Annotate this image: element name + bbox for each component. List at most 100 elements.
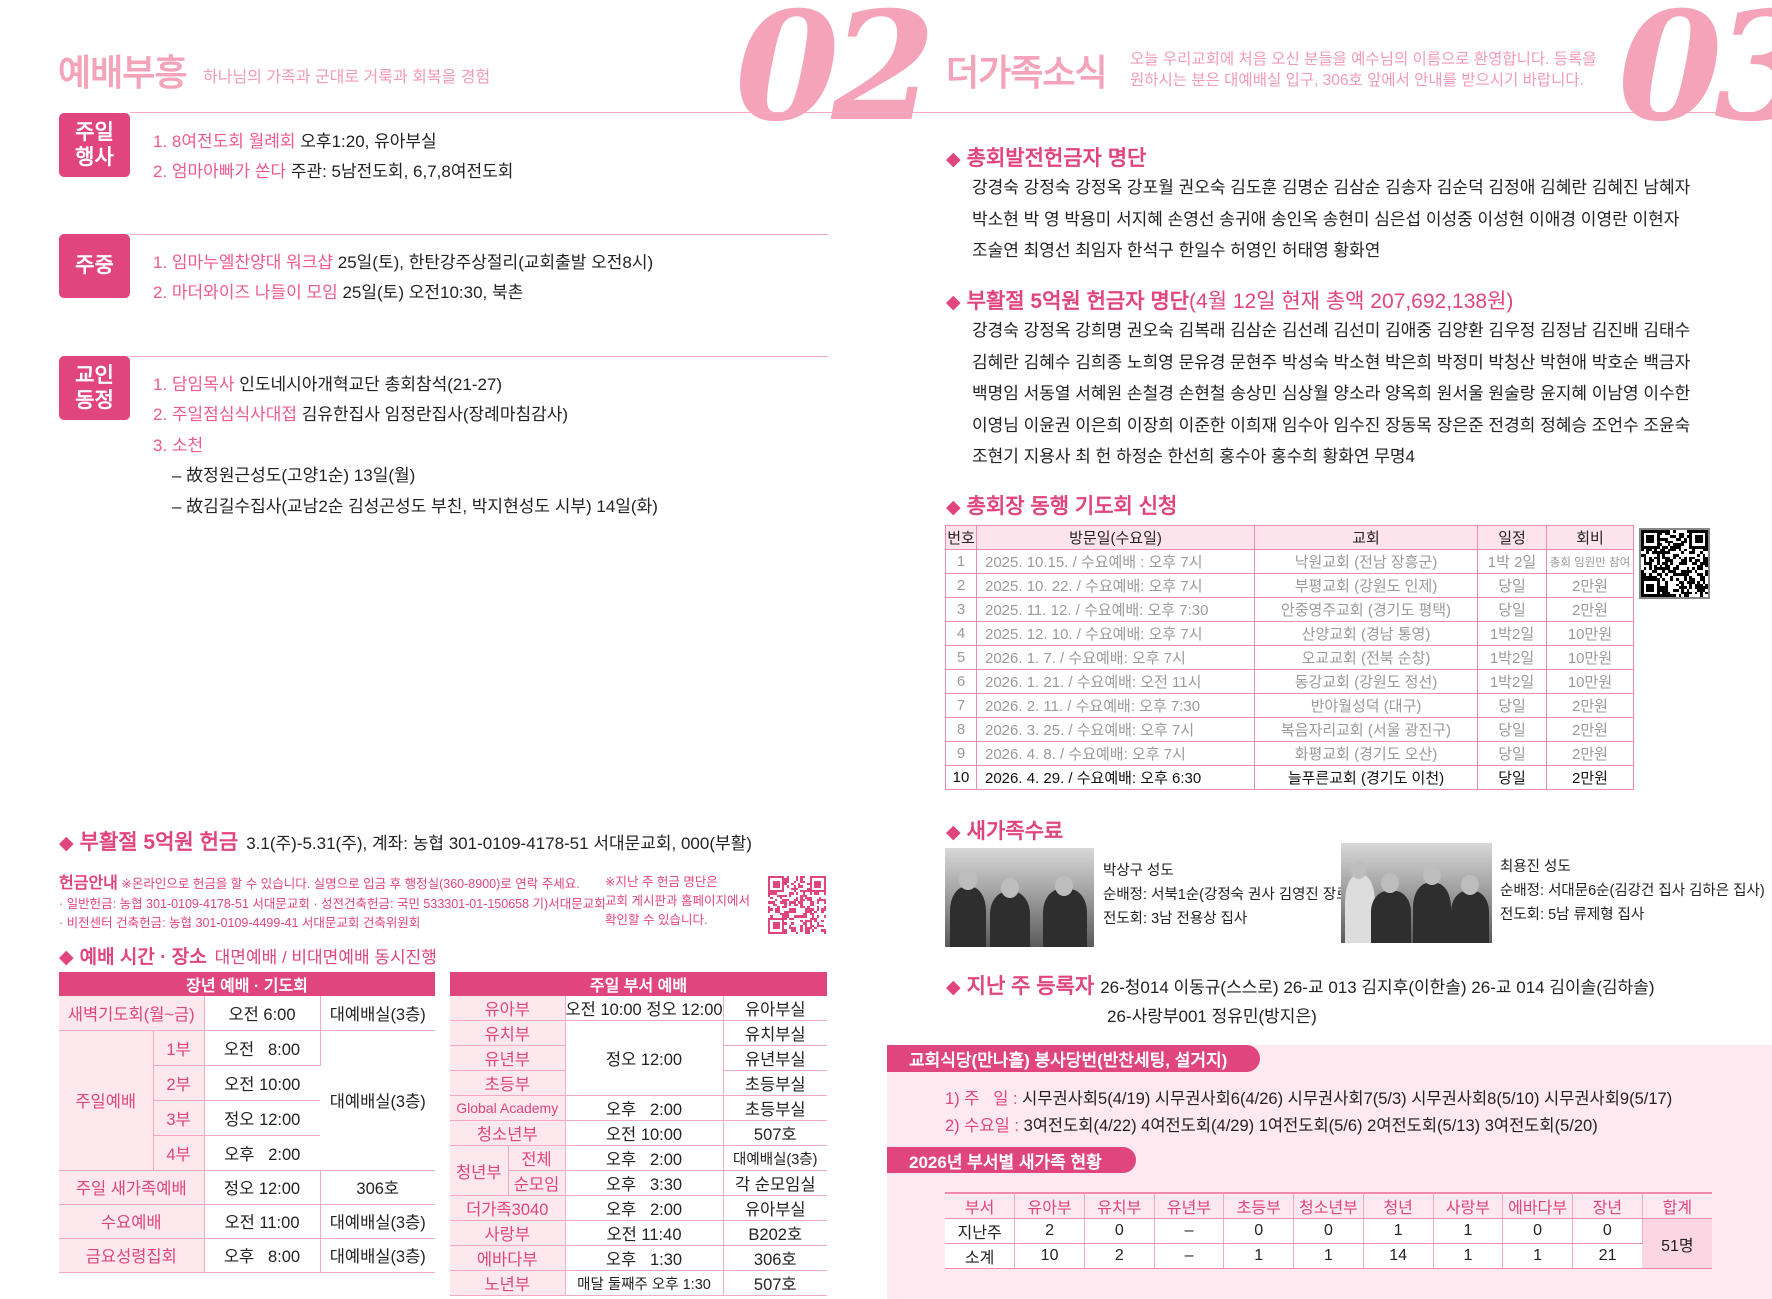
graduate-info: 최용진 성도 순배정: 서대문6순(김강건 집사 김하은 집사) 전도회: 5남 류… <box>1500 859 1765 923</box>
table-cell: 당일 <box>1477 765 1547 790</box>
right-page-title: 더가족소식 <box>946 52 1108 93</box>
table-cell: 2026. 3. 25. / 수요예배: 오후 7시 <box>976 717 1255 742</box>
news-item: 3. 소천 <box>153 436 204 455</box>
table-row: 유년부 유년부실 <box>450 1045 828 1071</box>
news-item: – 故김길수집사(교남2순 김성곤성도 부친, 박지현성도 시부) 14일(화) <box>172 497 658 516</box>
table-cell: 2만원 <box>1546 693 1634 718</box>
table-row: 더가족3040 오후 2:00 유아부실 <box>450 1195 828 1221</box>
table-cell: 부서 <box>945 1192 1016 1219</box>
cafeteria-sunday: 1) 주 일 : 시무권사회5(4/19) 시무권사회6(4/26) 시무권사회… <box>945 1090 1673 1108</box>
table-cell: – <box>1154 1218 1225 1244</box>
table-cell: 0 <box>1502 1218 1573 1244</box>
table-cell: 10만원 <box>1546 621 1634 646</box>
news-item: 2. 주일점심식사대접 김유한집사 임정란집사(장례마침감사) <box>153 405 569 424</box>
table-cell: 당일 <box>1477 741 1547 766</box>
qr-code-icon[interactable] <box>1639 528 1710 599</box>
table-cell: 2만원 <box>1546 741 1634 766</box>
table-cell: 2만원 <box>1546 717 1634 742</box>
table-cell: 1 <box>1502 1243 1573 1269</box>
diamond-icon: ◆ <box>946 497 961 518</box>
table-cell: 0 <box>1223 1218 1295 1244</box>
table-cell: 장년 <box>1572 1192 1643 1219</box>
building-account: · 비전센터 건축헌금: 농협 301-0109-4499-41 서대문교회 건… <box>59 916 421 930</box>
table-cell: 총회 임원만 참여 <box>1546 549 1634 574</box>
table-cell: 당일 <box>1477 573 1547 598</box>
diamond-icon: ◆ <box>946 292 961 313</box>
table-row: 유치부 정오 12:00 유치부실 <box>450 1020 828 1096</box>
table-cell: 화평교회 (경기도 오산) <box>1254 741 1478 766</box>
table-row: 1 2025. 10.15. / 수요예배 : 오후 7시 낙원교회 (전남 장흥군… <box>945 549 1634 574</box>
prayer-tour-table: 번호 방문일(수요일) 교회 일정 회비 1 2025. 10.15. / 수요예배 : 오… <box>945 525 1634 790</box>
table-cell: – <box>1154 1243 1225 1269</box>
table-row: 새벽기도회(월~금) 오전 6:00 대예배실(3층) <box>59 996 436 1031</box>
diamond-icon: ◆ <box>946 149 961 170</box>
table-cell: 에바다부 <box>1502 1192 1573 1219</box>
diamond-icon: ◆ <box>59 833 74 854</box>
badge-member-news: 교인 동정 <box>59 356 130 420</box>
table-row: 수요예배 오전 11:00 대예배실(3층) <box>59 1204 436 1239</box>
table-cell: 유치부 <box>1084 1192 1155 1219</box>
table-cell: 늘푸른교회 (경기도 이천) <box>1254 765 1478 790</box>
table-row: 9 2026. 4. 8. / 수요예배: 오후 7시 화평교회 (경기도 오산) 당… <box>945 741 1634 766</box>
divider <box>130 112 900 113</box>
badge-weekday: 주중 <box>59 234 130 298</box>
table-cell: 2만원 <box>1546 597 1634 622</box>
table-cell: 1박2일 <box>1477 669 1547 694</box>
table-row: 2부 오전 10:00 <box>59 1065 435 1101</box>
table-cell: 2025. 11. 12. / 수요예배: 오후 7:30 <box>976 597 1255 622</box>
left-page-title: 예배부흥 <box>58 52 187 93</box>
qr-code-icon[interactable] <box>768 876 826 934</box>
table-cell: 8 <box>945 717 977 742</box>
table-cell: 유아부 <box>1014 1192 1085 1219</box>
table-cell: 1 <box>1433 1243 1504 1269</box>
table-row: Global Academy 오후 2:00 초등부실 <box>450 1095 828 1121</box>
table-cell: 사랑부 <box>1433 1192 1504 1219</box>
table-row: 청년부 전체 오후 2:00 대예배실(3층) <box>450 1145 828 1196</box>
table-row: 4 2025. 12. 10. / 수요예배: 오후 7시 산양교회 (경남 통영)… <box>945 621 1634 646</box>
table-cell: 2025. 10. 22. / 수요예배: 오후 7시 <box>976 573 1255 598</box>
department-worship-table: 주일 부서 예배 유아부 오전 10:00 정오 12:00 유아부실 유치부 정오 … <box>450 972 828 1296</box>
badge-sunday-events: 주일 행사 <box>59 113 130 177</box>
table-cell: 회비 <box>1546 525 1634 550</box>
table-row: 5 2026. 1. 7. / 수요예배: 오후 7시 오교교회 (전북 순창) 1박… <box>945 645 1634 670</box>
table-cell: 1 <box>945 549 977 574</box>
event-item: 1. 임마누엘찬양대 워크샵 25일(토), 한탄강주상절리(교회출발 오전8시… <box>153 253 654 272</box>
diamond-icon: ◆ <box>946 977 961 998</box>
prayer-tour-heading: ◆ 총회장 동행 기도회 신청 <box>946 495 1178 518</box>
table-cell: 1박 2일 <box>1477 549 1547 574</box>
table-row: 3 2025. 11. 12. / 수요예배: 오후 7:30 안중영주교회 (경기… <box>945 597 1634 622</box>
table-cell: 10 <box>945 765 977 790</box>
event-item: 2. 엄마아빠가 쏜다 주관: 5남전도회, 6,7,8여전도회 <box>153 162 514 181</box>
table-row: 주일예배 1부 오전 8:00 대예배실(3층) <box>59 1030 436 1171</box>
news-item: 1. 담임목사 인도네시아개혁교단 총회참석(21-27) <box>153 375 503 394</box>
table-cell: 반야월성덕 (대구) <box>1254 693 1478 718</box>
offering-side-note: ※지난 주 헌금 명단은 교회 게시판과 홈페이지에서 확인할 수 있습니다. <box>605 875 750 927</box>
table-cell: 복음자리교회 (서울 광진구) <box>1254 717 1478 742</box>
easter-offering-heading: ◆ 부활절 5억원 헌금 3.1(주)-5.31(주), 계좌: 농협 301-01… <box>59 831 752 854</box>
table-cell: 3 <box>945 597 977 622</box>
table-cell: 10 <box>1014 1243 1085 1269</box>
table-cell: 2 <box>945 573 977 598</box>
right-page-subtitle: 오늘 우리교회에 처음 오신 분들을 예수님의 이름으로 환영합니다. 등록을 원… <box>1130 51 1597 89</box>
newfamily-stats-table: 부서 유아부 유치부 유년부 초등부 청소년부 청년 사랑부 에바다부 장년 합계 지난주 2 0–0 0 1… <box>945 1192 1712 1269</box>
table-row: 순모임 오후 3:30 각 순모임실 <box>450 1170 828 1196</box>
graduate-info: 박상구 성도 순배정: 서북1순(강정숙 권사 김영진 장로) 전도회: 3남 전용… <box>1103 863 1355 927</box>
easter-donors-list: 강경숙 강정옥 강희명 권오숙 김복래 김삼순 김선례 김선미 김애중 김양환 … <box>972 321 1691 466</box>
table-cell: 안중영주교회 (경기도 평택) <box>1254 597 1478 622</box>
table-row: 3부 정오 12:00 <box>59 1100 435 1136</box>
table-row: 지난주 2 0–0 0 1 1 0 0 51명 <box>945 1218 1712 1269</box>
worship-times-heading: ◆ 예배 시간 · 장소 대면예배 / 비대면예배 동시진행 <box>59 947 437 968</box>
graduate-photo <box>1341 843 1492 943</box>
table-row: 사랑부 오전 11:40 B202호 <box>450 1220 828 1246</box>
table-cell: 1 <box>1363 1218 1434 1244</box>
table-cell: 2026. 2. 11. / 수요예배: 오후 7:30 <box>976 693 1255 718</box>
graduate-photo <box>945 848 1094 947</box>
table-cell: 1박2일 <box>1477 645 1547 670</box>
cafeteria-wednesday: 2) 수요일 : 3여전도회(4/22) 4여전도회(4/29) 1여전도회(5… <box>945 1117 1598 1135</box>
divider <box>130 234 828 235</box>
table-cell: 1 <box>1223 1243 1295 1269</box>
table-row: 6 2026. 1. 21. / 수요예배: 오전 11시 동강교회 (강원도 정선… <box>945 669 1634 694</box>
table-cell: 유년부 <box>1154 1192 1225 1219</box>
table-cell: 1 <box>1433 1218 1504 1244</box>
table-row: 유아부 오전 10:00 정오 12:00 유아부실 <box>450 996 828 1021</box>
